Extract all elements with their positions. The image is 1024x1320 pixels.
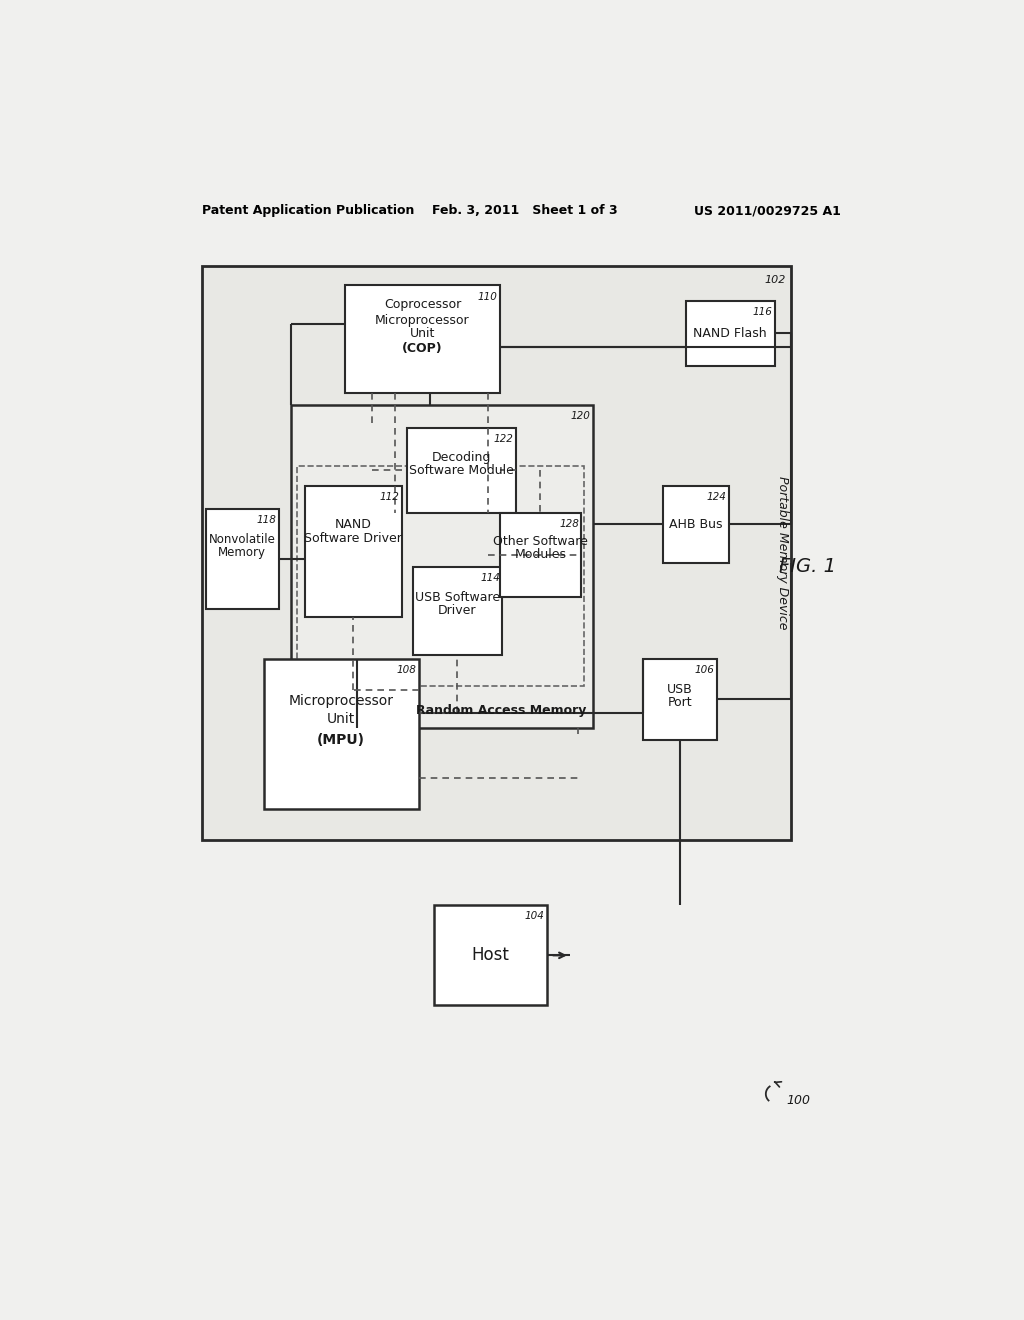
Text: 108: 108 bbox=[396, 665, 417, 675]
Text: Port: Port bbox=[668, 696, 692, 709]
Bar bbox=[414, 566, 503, 655]
Bar bbox=[434, 906, 547, 1006]
Text: Unit: Unit bbox=[410, 327, 435, 341]
Bar bbox=[291, 405, 593, 729]
Text: Host: Host bbox=[471, 946, 509, 965]
Bar bbox=[202, 267, 791, 840]
Text: Memory: Memory bbox=[218, 546, 266, 560]
Bar bbox=[305, 486, 401, 616]
Text: USB: USB bbox=[667, 684, 692, 696]
Text: 106: 106 bbox=[695, 665, 715, 675]
Text: Other Software: Other Software bbox=[493, 536, 588, 548]
Text: Coprocessor: Coprocessor bbox=[384, 298, 461, 312]
Text: Microprocessor: Microprocessor bbox=[375, 314, 470, 326]
Text: USB Software: USB Software bbox=[415, 591, 500, 603]
Text: 116: 116 bbox=[753, 308, 773, 317]
Text: 102: 102 bbox=[765, 276, 786, 285]
Text: Decoding: Decoding bbox=[431, 450, 490, 463]
Text: US 2011/0029725 A1: US 2011/0029725 A1 bbox=[694, 205, 841, 218]
Text: 104: 104 bbox=[524, 911, 544, 921]
Text: 120: 120 bbox=[570, 411, 590, 421]
Text: 110: 110 bbox=[478, 292, 498, 301]
Text: Software Module: Software Module bbox=[409, 463, 514, 477]
Bar bbox=[407, 428, 515, 512]
Text: FIG. 1: FIG. 1 bbox=[779, 557, 836, 576]
Text: 114: 114 bbox=[480, 573, 500, 582]
Text: Feb. 3, 2011   Sheet 1 of 3: Feb. 3, 2011 Sheet 1 of 3 bbox=[432, 205, 617, 218]
Text: Nonvolatile: Nonvolatile bbox=[209, 533, 275, 546]
Bar bbox=[206, 508, 280, 609]
Text: Unit: Unit bbox=[327, 711, 355, 726]
Text: Microprocessor: Microprocessor bbox=[289, 694, 393, 709]
Text: (MPU): (MPU) bbox=[317, 733, 366, 747]
Text: Software Driver: Software Driver bbox=[304, 532, 401, 545]
Text: 118: 118 bbox=[257, 515, 276, 525]
Bar bbox=[263, 659, 419, 809]
Bar bbox=[663, 486, 729, 562]
Bar bbox=[500, 512, 582, 598]
Text: 124: 124 bbox=[707, 492, 726, 502]
Text: Portable Memory Device: Portable Memory Device bbox=[776, 477, 790, 630]
Text: NAND Flash: NAND Flash bbox=[693, 326, 767, 339]
Text: 100: 100 bbox=[786, 1093, 811, 1106]
Text: Modules: Modules bbox=[514, 548, 566, 561]
Text: 112: 112 bbox=[379, 492, 399, 502]
Text: Driver: Driver bbox=[438, 603, 476, 616]
Bar bbox=[686, 301, 775, 367]
Text: 122: 122 bbox=[494, 434, 513, 444]
Bar bbox=[297, 466, 584, 686]
Text: (COP): (COP) bbox=[402, 342, 442, 355]
Bar bbox=[643, 659, 717, 739]
Bar bbox=[345, 285, 500, 393]
Text: Random Access Memory: Random Access Memory bbox=[417, 705, 587, 718]
Text: 128: 128 bbox=[559, 519, 579, 529]
Text: AHB Bus: AHB Bus bbox=[669, 517, 722, 531]
Text: Patent Application Publication: Patent Application Publication bbox=[202, 205, 414, 218]
Text: NAND: NAND bbox=[334, 517, 371, 531]
